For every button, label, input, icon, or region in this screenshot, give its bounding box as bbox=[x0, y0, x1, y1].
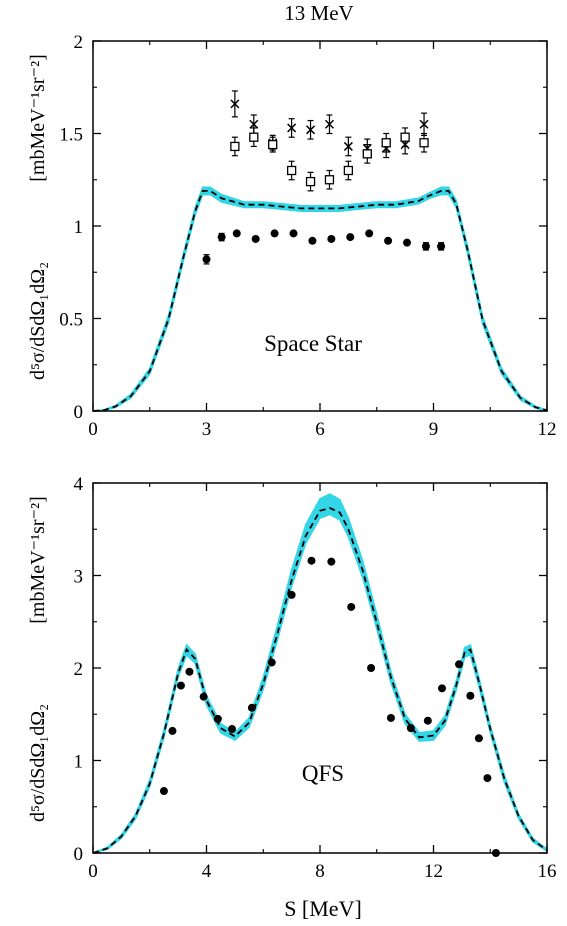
qfs-data-point bbox=[474, 734, 483, 743]
space-star-data-point bbox=[289, 229, 298, 238]
qfs-data-point bbox=[483, 774, 492, 783]
qfs-x-tick-label: 4 bbox=[202, 861, 212, 882]
space-star-data-point bbox=[270, 229, 279, 238]
space-star-x-tick-label: 3 bbox=[202, 419, 212, 440]
space-star-square-point bbox=[324, 175, 335, 185]
figure-title: 13 MeV bbox=[284, 1, 353, 25]
space-star-x-tick-label: 0 bbox=[88, 419, 98, 440]
qfs-data-point bbox=[213, 714, 222, 723]
qfs-data-point bbox=[455, 660, 464, 669]
qfs-data-point bbox=[159, 787, 168, 796]
y-axis-title-line-2: [mbMeV⁻¹sr⁻²] bbox=[27, 496, 49, 624]
qfs-label: QFS bbox=[302, 761, 344, 786]
space-star-data-point bbox=[421, 242, 430, 251]
qfs-data-point bbox=[307, 556, 316, 565]
space-star-square-point bbox=[381, 138, 391, 148]
space-star-x-tick-label: 12 bbox=[538, 419, 557, 440]
qfs-data-point bbox=[185, 667, 194, 676]
qfs-plot-area bbox=[92, 493, 548, 857]
space-star-square-point bbox=[230, 141, 240, 152]
space-star-data-point bbox=[251, 234, 260, 243]
space-star-square-point bbox=[268, 139, 278, 150]
qfs-data-point bbox=[386, 713, 395, 722]
qfs-y-tick-label: 4 bbox=[74, 474, 84, 495]
x-axis-title: S [MeV] bbox=[284, 896, 362, 921]
qfs-data-point bbox=[327, 557, 336, 566]
space-star-y-tick-label: 0 bbox=[74, 402, 84, 423]
space-star-y-tick-label: 1 bbox=[74, 217, 84, 238]
space-star-data-point bbox=[308, 236, 317, 245]
y-axis-title-line-1: d⁵σ/dSdΩ₁dΩ₂ bbox=[27, 704, 49, 822]
qfs-data-point bbox=[168, 726, 177, 735]
qfs-data-point bbox=[347, 602, 356, 611]
space-star-data-point bbox=[202, 255, 211, 264]
qfs-y-tick-label: 1 bbox=[74, 752, 84, 773]
space-star-square-point bbox=[362, 149, 372, 159]
space-star-y-axis-title: d⁵σ/dSdΩ₁dΩ₂ [mbMeV⁻¹sr⁻²] bbox=[27, 54, 49, 380]
space-star-square-point bbox=[286, 165, 297, 176]
qfs-y-tick-label: 3 bbox=[74, 567, 84, 588]
space-star-square-point bbox=[249, 132, 259, 142]
space-star-data-point bbox=[365, 229, 374, 238]
qfs-x-tick-label: 16 bbox=[538, 861, 557, 882]
space-star-cross-point bbox=[419, 119, 429, 129]
space-star-data-point bbox=[437, 242, 446, 251]
qfs-y-axis-title: d⁵σ/dSdΩ₁dΩ₂ [mbMeV⁻¹sr⁻²] bbox=[27, 496, 49, 822]
qfs-data-point bbox=[367, 664, 376, 672]
qfs-data-point bbox=[438, 684, 447, 693]
space-star-cross-point bbox=[324, 119, 334, 129]
space-star-cross-point bbox=[230, 99, 240, 109]
qfs-uncertainty-band bbox=[92, 493, 548, 854]
qfs-data-point bbox=[199, 692, 208, 701]
space-star-y-tick-label: 0.5 bbox=[59, 310, 83, 331]
qfs-data-point bbox=[228, 725, 237, 734]
qfs-x-tick-label: 0 bbox=[88, 861, 98, 882]
qfs-data-point bbox=[466, 691, 475, 700]
space-star-square-point bbox=[419, 138, 429, 148]
qfs-y-tick-label: 0 bbox=[74, 844, 84, 865]
space-star-cross-point bbox=[306, 125, 316, 135]
qfs-data-point bbox=[423, 716, 432, 725]
qfs-data-point bbox=[267, 658, 276, 667]
space-star-axes: 0 3 6 9 12 0 0.5 1 1.5 2 bbox=[59, 32, 556, 440]
y-axis-title-line-2: [mbMeV⁻¹sr⁻²] bbox=[27, 54, 49, 182]
space-star-y-tick-label: 2 bbox=[74, 32, 84, 53]
space-star-data-point bbox=[232, 229, 241, 238]
space-star-cross-point bbox=[249, 119, 259, 129]
space-star-plot-area bbox=[92, 90, 548, 412]
space-star-y-tick-label: 1.5 bbox=[59, 125, 83, 146]
space-star-data-point bbox=[346, 233, 355, 242]
space-star-data-point bbox=[217, 233, 226, 242]
space-star-cross-point bbox=[287, 123, 297, 133]
space-star-label: Space Star bbox=[264, 331, 362, 356]
qfs-data-point bbox=[406, 724, 415, 733]
space-star-square-point bbox=[305, 176, 316, 187]
space-star-data-point bbox=[403, 238, 412, 247]
space-star-data-point bbox=[327, 234, 336, 243]
space-star-panel: 0 3 6 9 12 0 0.5 1 1.5 2 Space Star d⁵σ/dSdΩ₁dΩ₂ … bbox=[27, 32, 557, 440]
qfs-y-tick-label: 2 bbox=[74, 659, 84, 680]
space-star-square-point bbox=[343, 165, 354, 176]
qfs-x-tick-label: 8 bbox=[315, 861, 325, 882]
qfs-theory-curve bbox=[92, 507, 548, 854]
qfs-data-point bbox=[247, 703, 256, 712]
qfs-data-point bbox=[287, 590, 296, 599]
space-star-x-tick-label: 6 bbox=[315, 419, 325, 440]
qfs-frame bbox=[92, 482, 548, 854]
space-star-x-tick-label: 9 bbox=[429, 419, 439, 440]
qfs-x-tick-label: 12 bbox=[424, 861, 443, 882]
space-star-data-point bbox=[384, 236, 393, 245]
y-axis-title-line-1: d⁵σ/dSdΩ₁dΩ₂ bbox=[27, 262, 49, 380]
space-star-square-point bbox=[400, 132, 410, 142]
space-star-cross-point bbox=[343, 141, 353, 151]
qfs-data-point bbox=[176, 681, 185, 690]
space-star-theory-curve bbox=[92, 190, 548, 412]
